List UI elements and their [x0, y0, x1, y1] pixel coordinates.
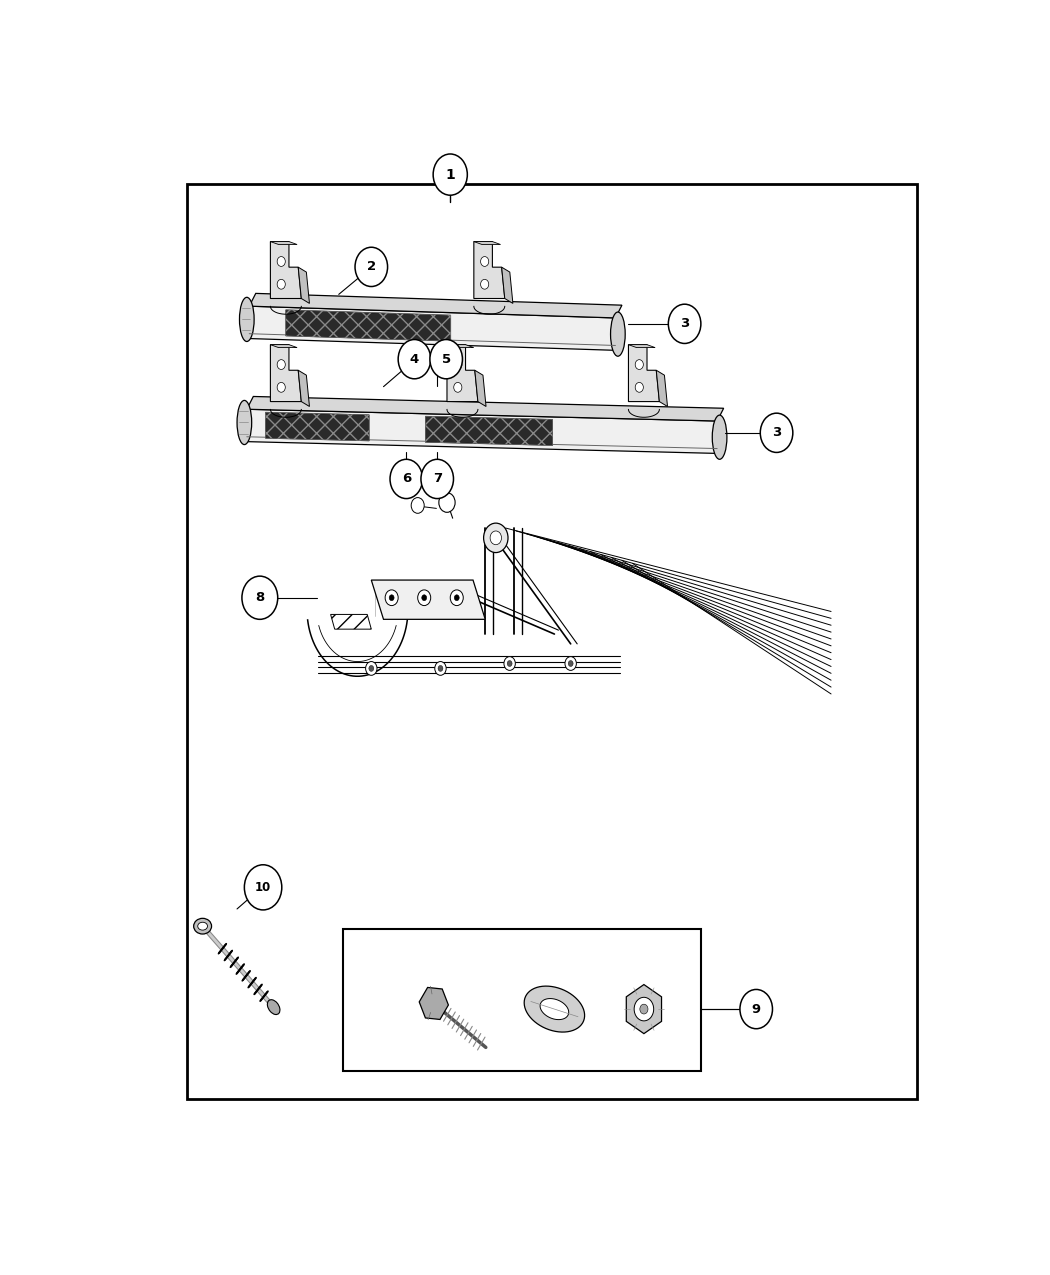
Circle shape: [369, 666, 374, 672]
Polygon shape: [626, 984, 662, 1034]
Circle shape: [454, 382, 462, 393]
Polygon shape: [502, 268, 512, 303]
Circle shape: [365, 662, 377, 676]
Polygon shape: [298, 370, 310, 407]
Circle shape: [422, 594, 426, 601]
Polygon shape: [474, 241, 505, 298]
Circle shape: [454, 360, 462, 370]
Ellipse shape: [239, 297, 254, 342]
Circle shape: [434, 154, 467, 195]
Circle shape: [450, 590, 463, 606]
Circle shape: [565, 657, 576, 671]
Ellipse shape: [268, 1000, 280, 1015]
Circle shape: [481, 279, 488, 289]
Circle shape: [740, 989, 773, 1029]
Polygon shape: [271, 241, 297, 245]
Circle shape: [639, 1005, 648, 1014]
Circle shape: [481, 256, 488, 266]
Polygon shape: [447, 344, 474, 348]
Circle shape: [390, 594, 394, 601]
Polygon shape: [629, 344, 659, 402]
Polygon shape: [656, 370, 668, 407]
Circle shape: [277, 279, 286, 289]
Polygon shape: [271, 344, 301, 402]
Polygon shape: [247, 409, 717, 454]
Circle shape: [277, 360, 286, 370]
Text: 6: 6: [402, 473, 411, 486]
Circle shape: [412, 497, 424, 514]
Polygon shape: [298, 268, 310, 303]
Circle shape: [504, 657, 516, 671]
Polygon shape: [475, 370, 486, 407]
Bar: [343, 928, 701, 1071]
Text: 10: 10: [255, 881, 271, 894]
Text: 3: 3: [772, 426, 781, 440]
Circle shape: [398, 339, 430, 379]
Text: 9: 9: [752, 1002, 761, 1016]
Circle shape: [634, 997, 654, 1021]
Text: 5: 5: [442, 353, 450, 366]
Text: 7: 7: [433, 473, 442, 486]
Ellipse shape: [610, 312, 625, 356]
Circle shape: [635, 382, 644, 393]
Circle shape: [418, 590, 430, 606]
Circle shape: [507, 660, 512, 667]
Text: 2: 2: [366, 260, 376, 273]
Polygon shape: [540, 998, 569, 1020]
Ellipse shape: [712, 416, 727, 459]
Polygon shape: [447, 344, 478, 402]
Text: 3: 3: [680, 317, 689, 330]
Text: 1: 1: [445, 167, 455, 181]
Circle shape: [760, 413, 793, 453]
Text: 8: 8: [255, 592, 265, 604]
Circle shape: [385, 590, 398, 606]
Circle shape: [421, 459, 454, 499]
Polygon shape: [474, 241, 501, 245]
Polygon shape: [249, 306, 615, 351]
Polygon shape: [249, 293, 622, 317]
Circle shape: [277, 256, 286, 266]
Circle shape: [635, 360, 644, 370]
Circle shape: [355, 247, 387, 287]
Polygon shape: [266, 412, 370, 441]
Bar: [187, 185, 918, 1099]
Ellipse shape: [197, 922, 208, 929]
Circle shape: [390, 459, 422, 499]
Circle shape: [484, 523, 508, 552]
Polygon shape: [372, 580, 485, 620]
Polygon shape: [271, 241, 301, 298]
Circle shape: [669, 305, 701, 343]
Circle shape: [242, 576, 277, 620]
Ellipse shape: [193, 918, 211, 935]
Circle shape: [568, 660, 573, 667]
Polygon shape: [419, 987, 448, 1020]
Polygon shape: [629, 344, 655, 348]
Polygon shape: [425, 417, 552, 445]
Circle shape: [455, 594, 459, 601]
Circle shape: [490, 530, 502, 544]
Circle shape: [277, 382, 286, 393]
Polygon shape: [247, 397, 723, 421]
Circle shape: [245, 864, 281, 910]
Circle shape: [439, 492, 455, 513]
Circle shape: [435, 662, 446, 676]
Polygon shape: [286, 310, 450, 342]
Circle shape: [429, 339, 462, 379]
Text: 4: 4: [410, 353, 419, 366]
Ellipse shape: [237, 400, 252, 445]
Polygon shape: [524, 986, 585, 1031]
Polygon shape: [271, 344, 297, 348]
Circle shape: [438, 666, 443, 672]
